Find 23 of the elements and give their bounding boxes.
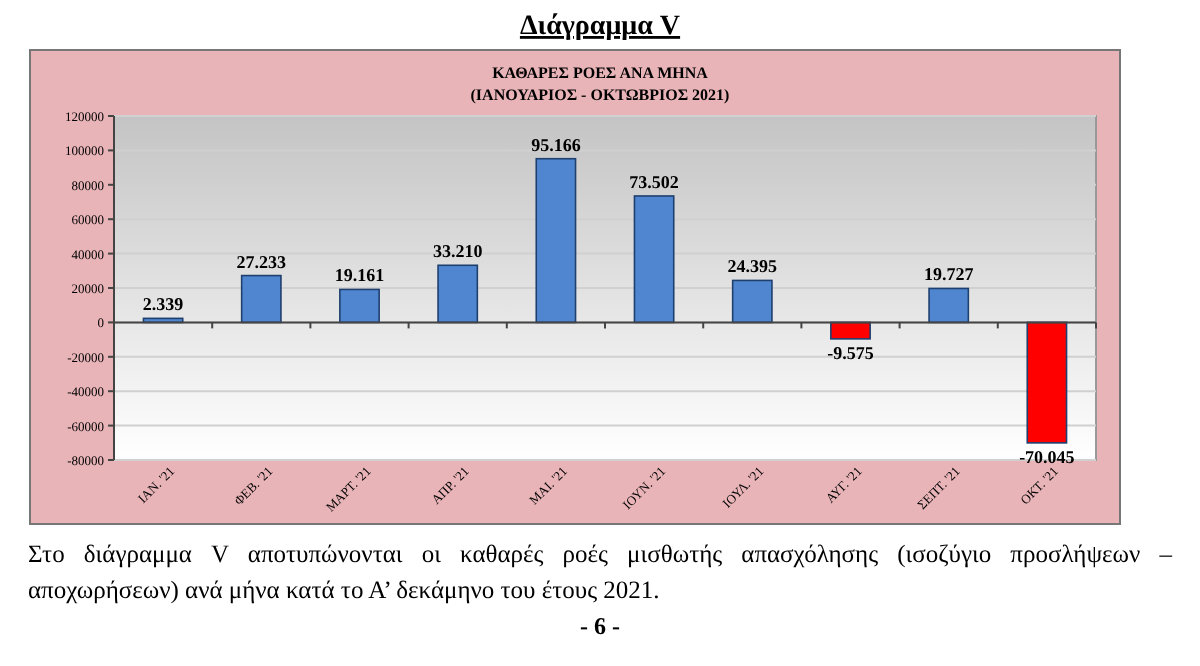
bar bbox=[1026, 321, 1068, 444]
data-label: 33.210 bbox=[432, 241, 484, 262]
text: - 6 - bbox=[578, 612, 622, 642]
text: Στο διάγραμμα V αποτυπώνονται οι καθαρές ροές μισθωτής απασχόλησης (ισοζύγιο προσλήψεων – αποχωρήσεων) ανά μήνα κατά το Α’ δεκάμηνο του έτους 2021. bbox=[28, 538, 1172, 608]
data-label: -9.575 bbox=[827, 342, 875, 363]
bar bbox=[633, 195, 675, 324]
data-label: 2.339 bbox=[142, 294, 185, 315]
chart-title: Διάγραμμα V bbox=[519, 12, 681, 42]
bar bbox=[731, 279, 773, 324]
data-label: 19.727 bbox=[923, 264, 975, 285]
data-label: 95.166 bbox=[531, 134, 582, 155]
bar bbox=[339, 288, 380, 324]
bar bbox=[928, 287, 970, 324]
bar bbox=[830, 321, 871, 340]
data-label: -70.045 bbox=[1019, 446, 1076, 467]
bar bbox=[535, 157, 577, 324]
data-label: 19.161 bbox=[334, 265, 386, 286]
bar bbox=[437, 264, 479, 324]
data-label: 27.233 bbox=[236, 251, 288, 272]
data-label: 73.502 bbox=[629, 171, 680, 192]
chart-subtitle: ΚΑΘΑΡΕΣ ΡΟΕΣ ΑΝΑ ΜΗΝΑ (ΙΑΝΟΥΑΡΙΟΣ - ΟΚΤΩΒΡΙΟΣ 2021) bbox=[470, 64, 731, 104]
data-label: 24.395 bbox=[727, 256, 779, 277]
bar bbox=[240, 274, 282, 324]
